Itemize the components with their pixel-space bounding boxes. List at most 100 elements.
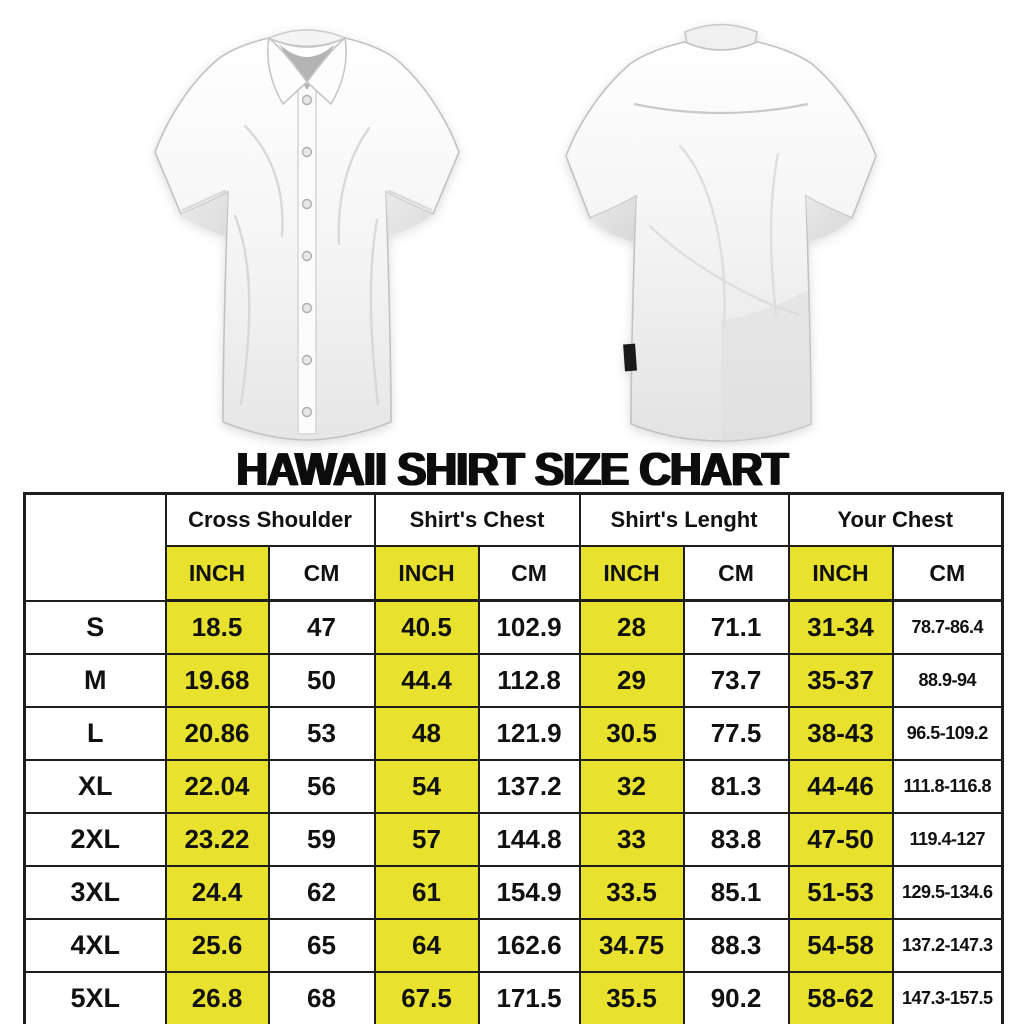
shirt-length-cm-value: 77.5: [682, 706, 790, 761]
group-header-shirt-length: Shirt's Lenght: [578, 492, 790, 547]
table-row-xl: XL 22.04 56 54 137.2 32 81.3 44-46 111.8…: [23, 759, 1004, 814]
shirt-chest-inch-value: 67.5: [373, 971, 480, 1024]
cross-shoulder-inch-value: 25.6: [164, 918, 270, 973]
shirt-buttons: [301, 94, 313, 418]
cross-shoulder-inch-value: 20.86: [164, 706, 270, 761]
table-row-4xl: 4XL 25.6 65 64 162.6 34.75 88.3 54-58 13…: [23, 918, 1004, 973]
shirt-length-cm-value: 88.3: [682, 918, 790, 973]
cross-shoulder-cm-value: 62: [267, 865, 376, 920]
your-chest-inch-value: 35-37: [787, 653, 894, 708]
size-label: S: [23, 599, 167, 655]
your-chest-cm-value: 88.9-94: [891, 653, 1004, 708]
size-chart-table: Cross Shoulder Shirt's Chest Shirt's Len…: [23, 492, 1005, 1024]
collar-right-flap: [305, 36, 348, 106]
cross-shoulder-cm-value: 50: [267, 653, 376, 708]
shirt-length-inch-value: 28: [578, 599, 685, 655]
size-label: 5XL: [23, 971, 167, 1024]
shirt-length-inch-value: 33.5: [578, 865, 685, 920]
your-chest-cm-value: 129.5-134.6: [891, 865, 1004, 920]
front-shirt-image: [154, 29, 460, 441]
cross-shoulder-cm-value: 47: [267, 599, 376, 655]
page-title: HAWAII SHIRT SIZE CHART: [236, 443, 788, 495]
size-label: 3XL: [23, 865, 167, 920]
your-chest-cm-value: 96.5-109.2: [891, 706, 1004, 761]
shirt-length-inch-value: 30.5: [578, 706, 685, 761]
unit-header-cm: CM: [477, 545, 581, 602]
table-row-s: S 18.5 47 40.5 102.9 28 71.1 31-34 78.7-…: [23, 599, 1004, 655]
group-header-row: Cross Shoulder Shirt's Chest Shirt's Len…: [23, 492, 1004, 602]
shirt-chest-cm-value: 137.2: [477, 759, 581, 814]
shirt-chest-cm-value: 121.9: [477, 706, 581, 761]
group-header-your-chest: Your Chest: [787, 492, 1004, 547]
unit-header-inch: INCH: [164, 545, 270, 602]
cross-shoulder-cm-value: 53: [267, 706, 376, 761]
shirt-length-inch-value: 29: [578, 653, 685, 708]
shirt-chest-cm-value: 144.8: [477, 812, 581, 867]
unit-header-cm: CM: [891, 545, 1004, 602]
shirt-chest-cm-value: 162.6: [477, 918, 581, 973]
shirt-length-inch-value: 34.75: [578, 918, 685, 973]
your-chest-cm-value: 119.4-127: [891, 812, 1004, 867]
shirt-length-cm-value: 71.1: [682, 599, 790, 655]
shirt-length-cm-value: 73.7: [682, 653, 790, 708]
cross-shoulder-inch-value: 24.4: [164, 865, 270, 920]
unit-header-cm: CM: [267, 545, 376, 602]
shirt-chest-cm-value: 112.8: [477, 653, 581, 708]
table-row-2xl: 2XL 23.22 59 57 144.8 33 83.8 47-50 119.…: [23, 812, 1004, 867]
cross-shoulder-inch-value: 23.22: [164, 812, 270, 867]
your-chest-inch-value: 47-50: [787, 812, 894, 867]
shirt-chest-inch-value: 61: [373, 865, 480, 920]
corner-cell: [23, 492, 167, 602]
cross-shoulder-cm-value: 65: [267, 918, 376, 973]
your-chest-inch-value: 44-46: [787, 759, 894, 814]
cross-shoulder-inch-value: 26.8: [164, 971, 270, 1024]
hem-tag: [623, 343, 637, 372]
your-chest-inch-value: 51-53: [787, 865, 894, 920]
back-shirt-image: [565, 23, 877, 442]
size-label: L: [23, 706, 167, 761]
shirt-chest-inch-value: 48: [373, 706, 480, 761]
unit-header-inch: INCH: [787, 545, 894, 602]
cross-shoulder-cm-value: 68: [267, 971, 376, 1024]
shirt-chest-inch-value: 40.5: [373, 599, 480, 655]
size-label: M: [23, 653, 167, 708]
shirt-length-cm-value: 85.1: [682, 865, 790, 920]
table-row-l: L 20.86 53 48 121.9 30.5 77.5 38-43 96.5…: [23, 706, 1004, 761]
your-chest-inch-value: 58-62: [787, 971, 894, 1024]
unit-header-row: INCH CM INCH CM INCH CM INCH CM: [25, 545, 1004, 602]
group-header-cross-shoulder: Cross Shoulder: [164, 492, 376, 547]
your-chest-inch-value: 38-43: [787, 706, 894, 761]
table-row-5xl: 5XL 26.8 68 67.5 171.5 35.5 90.2 58-62 1…: [23, 971, 1004, 1024]
shirt-chest-cm-value: 171.5: [477, 971, 581, 1024]
your-chest-cm-value: 111.8-116.8: [891, 759, 1004, 814]
shirt-length-inch-value: 35.5: [578, 971, 685, 1024]
shirt-chest-cm-value: 102.9: [477, 599, 581, 655]
unit-header-inch: INCH: [578, 545, 685, 602]
unit-header-inch: INCH: [373, 545, 480, 602]
your-chest-inch-value: 31-34: [787, 599, 894, 655]
cross-shoulder-inch-value: 22.04: [164, 759, 270, 814]
shirt-length-cm-value: 83.8: [682, 812, 790, 867]
size-label: XL: [23, 759, 167, 814]
shirt-chest-inch-value: 57: [373, 812, 480, 867]
size-label: 4XL: [23, 918, 167, 973]
cross-shoulder-inch-value: 19.68: [164, 653, 270, 708]
table-row-m: M 19.68 50 44.4 112.8 29 73.7 35-37 88.9…: [23, 653, 1004, 708]
group-header-shirt-chest: Shirt's Chest: [373, 492, 581, 547]
size-label: 2XL: [23, 812, 167, 867]
shirt-chest-inch-value: 64: [373, 918, 480, 973]
your-chest-cm-value: 78.7-86.4: [891, 599, 1004, 655]
shirt-chest-cm-value: 154.9: [477, 865, 581, 920]
collar-left-flap: [266, 36, 309, 106]
unit-header-cm: CM: [682, 545, 790, 602]
shirt-length-inch-value: 33: [578, 812, 685, 867]
shirt-chest-inch-value: 54: [373, 759, 480, 814]
yoke-seam: [633, 102, 809, 115]
shirt-chest-inch-value: 44.4: [373, 653, 480, 708]
cross-shoulder-cm-value: 56: [267, 759, 376, 814]
your-chest-cm-value: 137.2-147.3: [891, 918, 1004, 973]
shirt-length-inch-value: 32: [578, 759, 685, 814]
cross-shoulder-cm-value: 59: [267, 812, 376, 867]
your-chest-inch-value: 54-58: [787, 918, 894, 973]
